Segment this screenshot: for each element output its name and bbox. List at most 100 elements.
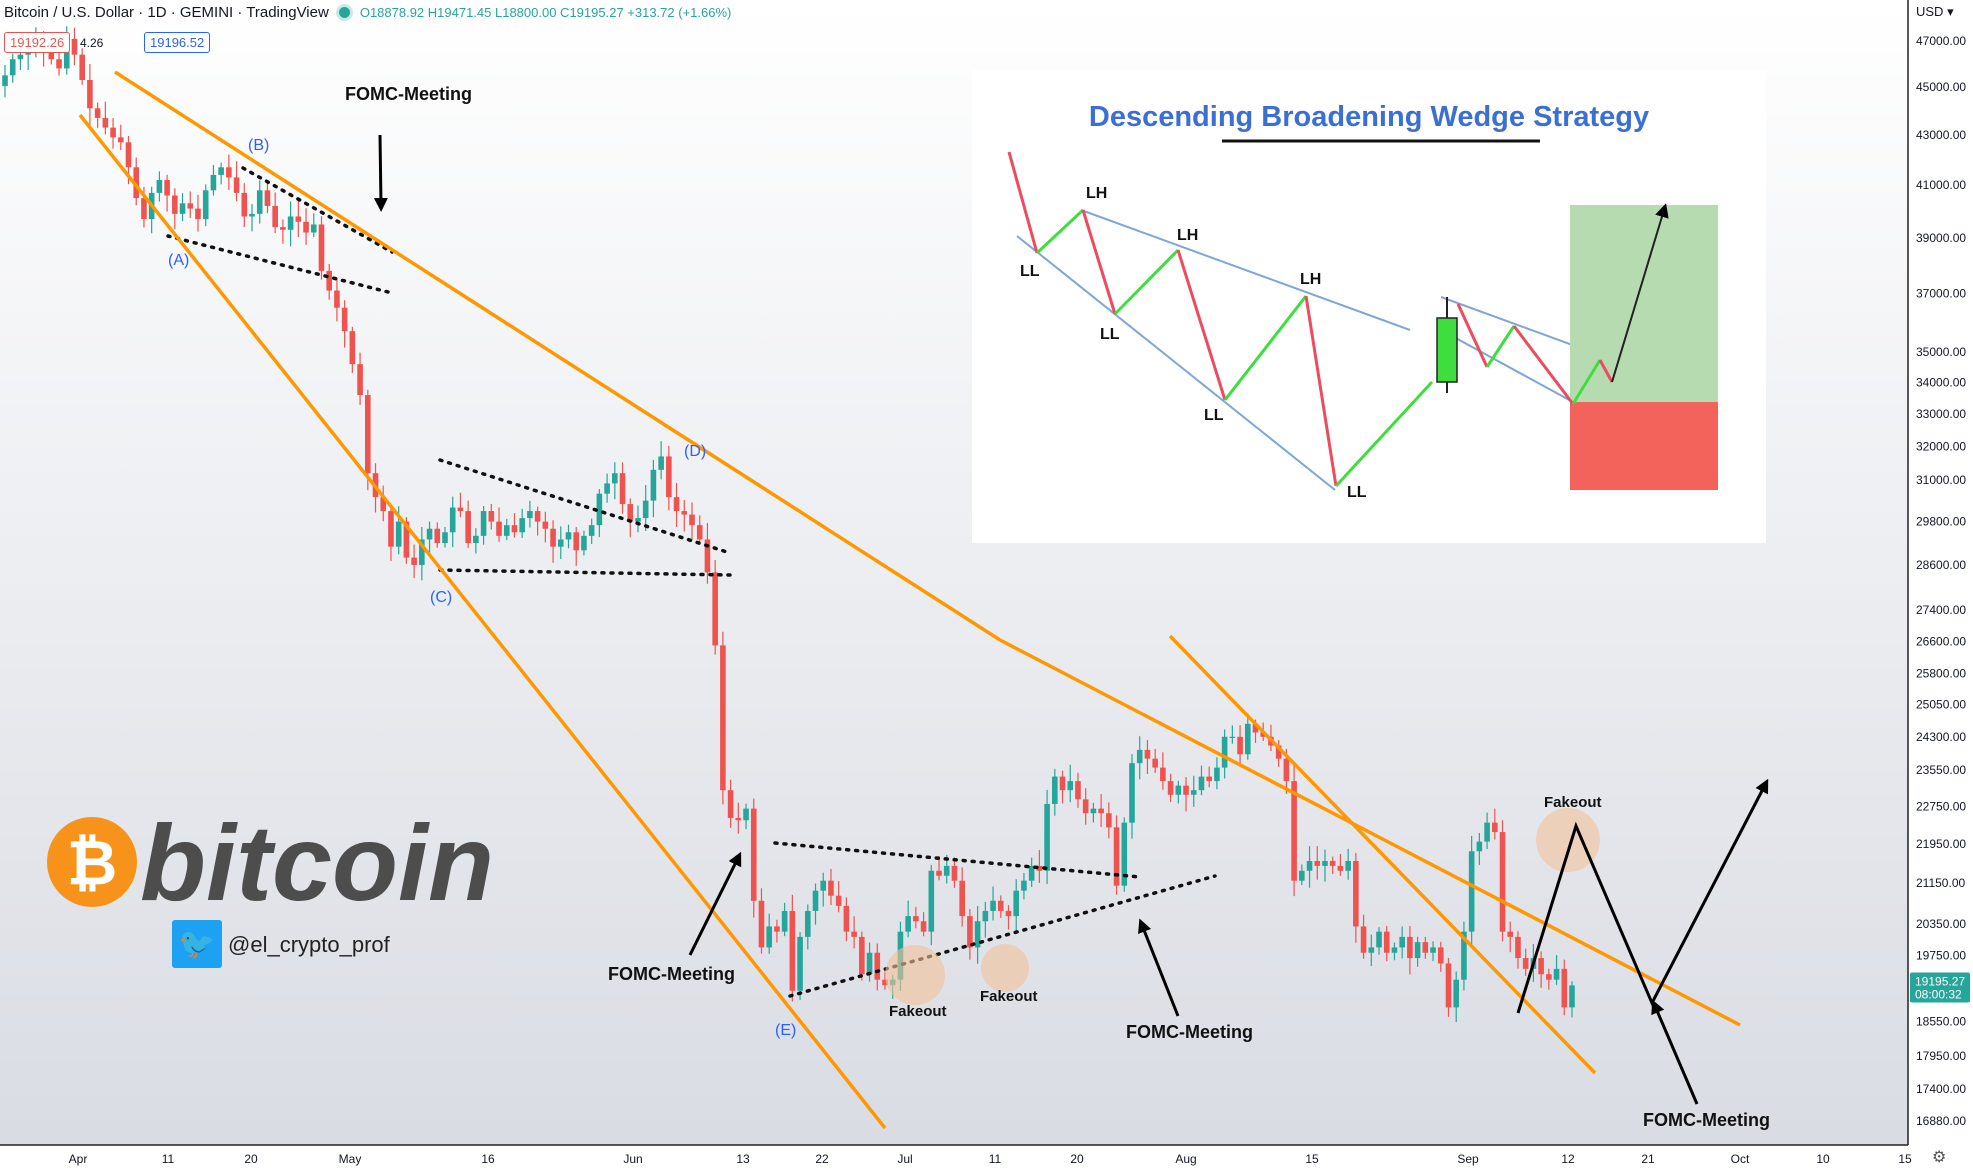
candle-body xyxy=(781,910,788,932)
market-status-icon xyxy=(338,7,350,18)
fakeout-label: Fakeout xyxy=(1544,794,1602,811)
candle xyxy=(303,208,309,245)
candle xyxy=(1229,725,1236,744)
price-tick-label: 22750.00 xyxy=(1916,799,1966,813)
candle xyxy=(704,523,711,584)
candle-body xyxy=(1453,979,1460,1008)
candle xyxy=(835,881,842,913)
candle-body xyxy=(287,216,294,230)
annotation-arrow xyxy=(373,134,388,212)
fomc-label: FOMC-Meeting xyxy=(345,84,472,104)
candle xyxy=(859,931,865,981)
candle-body xyxy=(1499,832,1506,932)
candle-body xyxy=(1206,776,1212,782)
candle-body xyxy=(588,525,595,536)
candle xyxy=(1113,815,1120,895)
price-tick-label: 24300.00 xyxy=(1916,730,1966,744)
candle-body xyxy=(449,507,456,533)
candle xyxy=(990,886,996,921)
candle-body xyxy=(766,926,773,948)
candle-body xyxy=(210,174,217,191)
inset-swing xyxy=(1456,303,1489,368)
bar-countdown: 08:00:32 xyxy=(1915,987,1962,1001)
inset-swing xyxy=(1598,359,1614,383)
inset-ll-label: LL xyxy=(1100,326,1120,343)
sell-button[interactable]: 19192.26 xyxy=(4,32,71,53)
candle xyxy=(357,352,363,405)
candle-body xyxy=(874,952,881,980)
candle-body xyxy=(1360,926,1367,953)
candle xyxy=(1345,848,1351,880)
inset-swing xyxy=(1007,151,1039,254)
candle-body xyxy=(596,493,603,526)
candle xyxy=(681,499,688,532)
candle xyxy=(1368,934,1375,966)
time-tick-label: Oct xyxy=(1731,1152,1750,1166)
candle xyxy=(1492,808,1498,840)
candle xyxy=(179,193,186,222)
candle xyxy=(1237,725,1243,767)
candle xyxy=(1198,765,1205,796)
candle xyxy=(1306,846,1313,888)
candle-body xyxy=(727,790,734,818)
price-tick-label: 43000.00 xyxy=(1916,128,1966,142)
price-tick-label: 23550.00 xyxy=(1916,763,1966,777)
candle-body xyxy=(426,528,433,540)
candle-body xyxy=(1484,822,1490,842)
candle xyxy=(527,500,533,528)
inset-swing xyxy=(1223,295,1308,401)
currency-label: USD xyxy=(1916,4,1944,19)
candle-body xyxy=(1468,851,1475,932)
candle-body xyxy=(365,395,371,474)
candle xyxy=(905,900,911,938)
candle xyxy=(457,492,464,518)
candle xyxy=(341,300,348,348)
candle-body xyxy=(936,870,942,876)
candle-body xyxy=(843,905,850,932)
candle xyxy=(1013,879,1020,933)
candle xyxy=(434,522,441,548)
candle-body xyxy=(519,518,525,533)
bitcoin-coin-icon xyxy=(47,817,137,907)
price-tick-label: 33000.00 xyxy=(1916,407,1966,421)
candle xyxy=(557,526,564,560)
candle xyxy=(619,462,626,514)
time-tick-label: 12 xyxy=(1561,1152,1575,1166)
candle xyxy=(210,165,217,196)
annotation-arrows xyxy=(373,134,1769,1105)
candle xyxy=(565,524,572,549)
candle-body xyxy=(1052,776,1058,804)
candle-body xyxy=(249,213,255,217)
candle xyxy=(982,901,989,938)
candle-body xyxy=(743,808,749,821)
candle xyxy=(1275,740,1282,767)
buy-button[interactable]: 19196.52 xyxy=(144,32,211,53)
last-price-label: 19195.27 xyxy=(1915,974,1965,988)
candle-body xyxy=(696,525,703,540)
candle xyxy=(318,216,325,280)
inset-target-arrow xyxy=(1611,203,1669,383)
gear-icon[interactable]: ⚙ xyxy=(1932,1149,1947,1166)
candle xyxy=(820,872,827,907)
candle xyxy=(1082,788,1089,825)
price-tick-label: 20350.00 xyxy=(1916,917,1966,931)
candle-body xyxy=(1005,910,1012,917)
candle xyxy=(1067,764,1074,803)
candle xyxy=(604,473,610,503)
inset-candle-body xyxy=(1436,317,1458,383)
candle xyxy=(928,864,935,946)
candle xyxy=(642,485,649,531)
candle-body xyxy=(480,511,487,536)
price-tick-label: 29800.00 xyxy=(1916,515,1966,529)
currency-selector[interactable]: USD ▾ xyxy=(1916,4,1954,19)
projection-path xyxy=(1516,778,1769,1014)
candle-body xyxy=(496,521,502,536)
candle-body xyxy=(264,190,271,206)
symbol-title[interactable]: Bitcoin / U.S. Dollar · 1D · GEMINI · Tr… xyxy=(4,4,329,21)
candle xyxy=(1129,754,1135,839)
candle-body xyxy=(1314,860,1321,866)
candle xyxy=(195,194,201,232)
price-tick-label: 18550.00 xyxy=(1916,1015,1966,1029)
time-tick-label: 22 xyxy=(815,1152,829,1166)
